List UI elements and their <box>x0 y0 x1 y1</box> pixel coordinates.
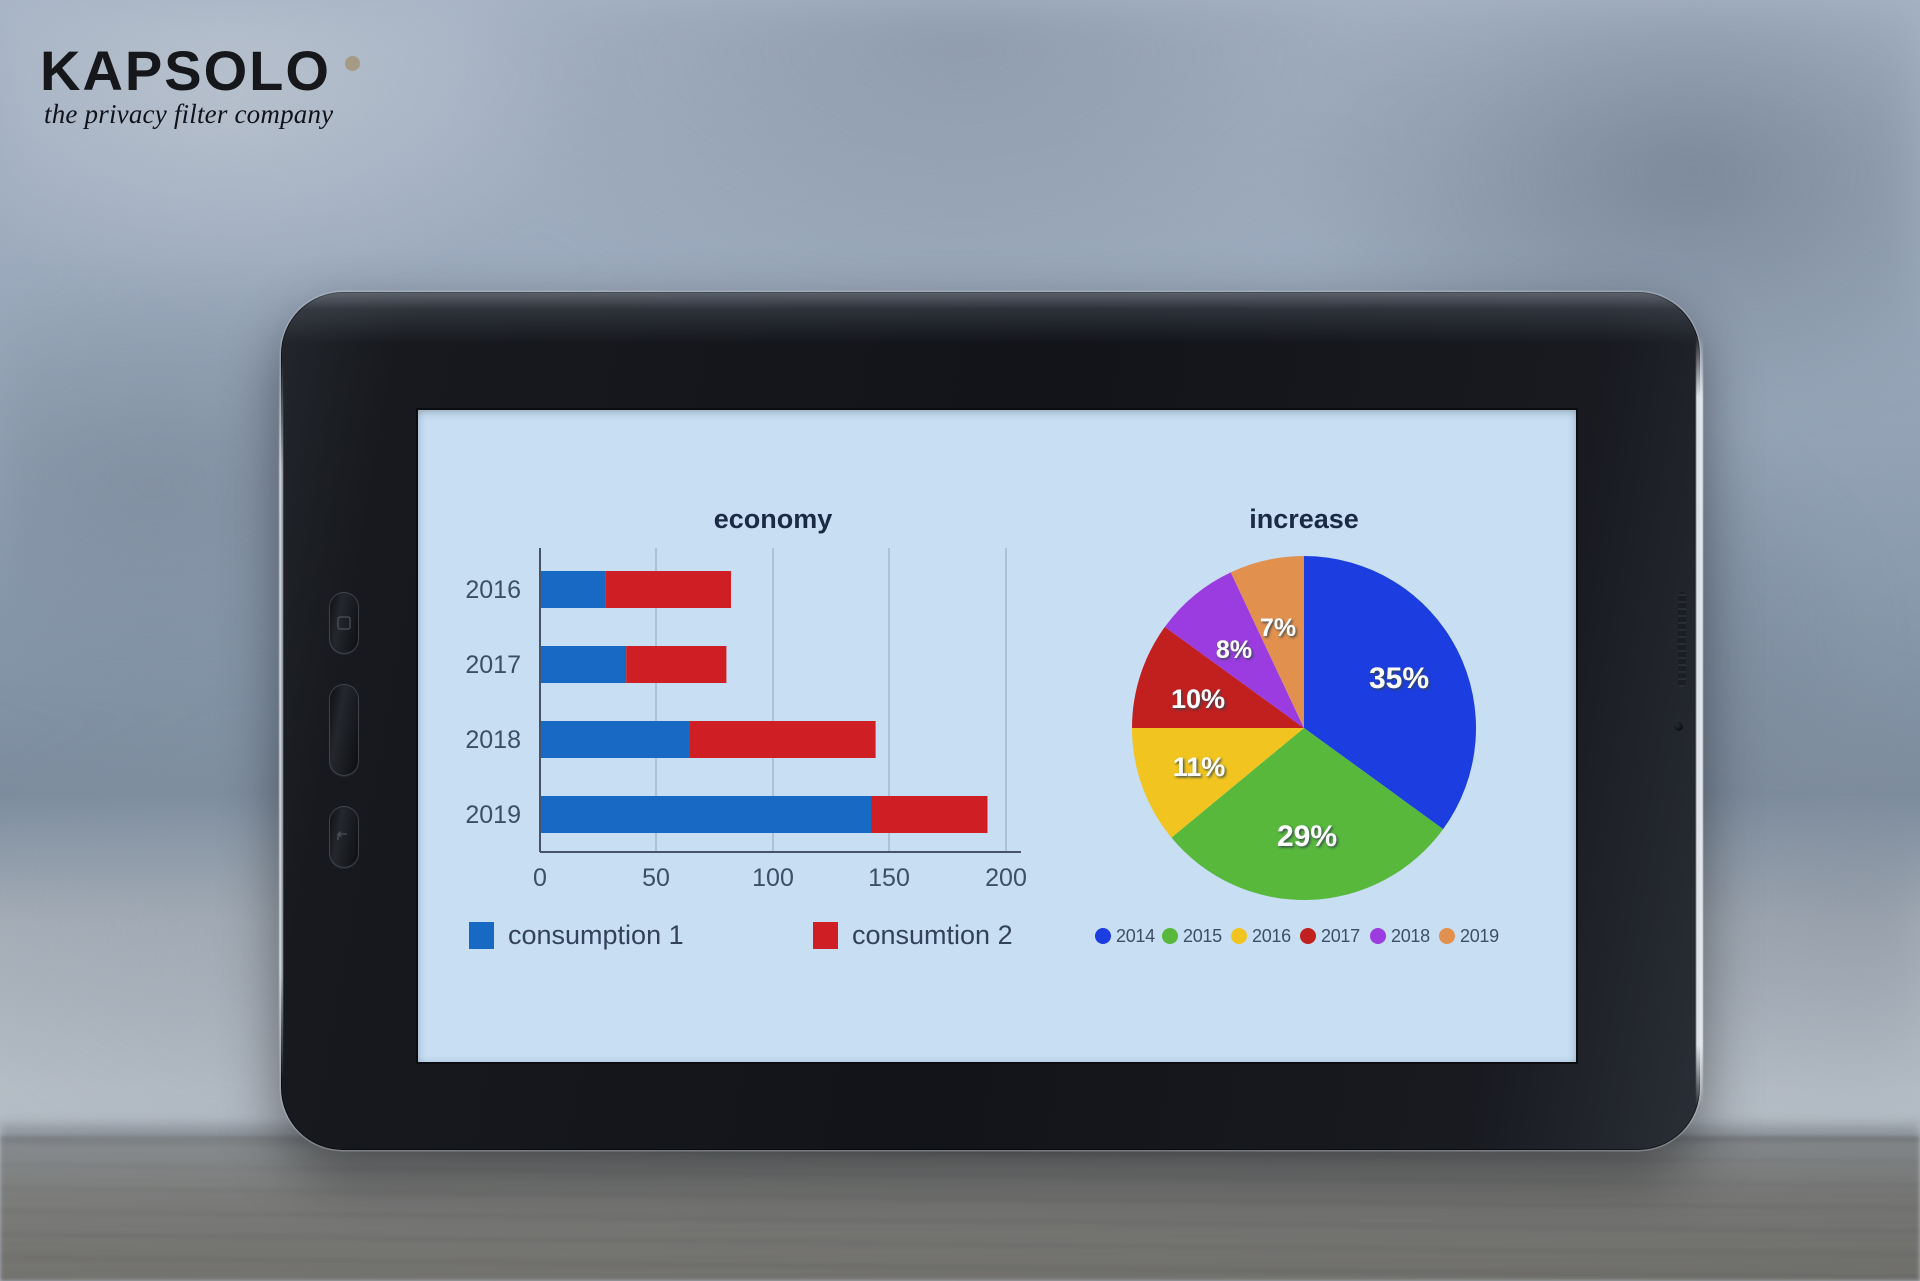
svg-text:2019: 2019 <box>465 801 521 829</box>
svg-text:2017: 2017 <box>465 651 521 679</box>
svg-text:7%: 7% <box>1260 614 1296 642</box>
svg-text:2014: 2014 <box>1116 926 1155 946</box>
svg-text:2016: 2016 <box>1252 926 1291 946</box>
svg-text:35%: 35% <box>1369 662 1429 695</box>
svg-text:economy: economy <box>714 504 833 534</box>
svg-text:10%: 10% <box>1171 684 1225 714</box>
svg-text:2015: 2015 <box>1183 926 1222 946</box>
svg-text:100: 100 <box>752 864 794 892</box>
svg-text:0: 0 <box>533 864 547 892</box>
svg-text:2017: 2017 <box>1321 926 1360 946</box>
svg-text:2018: 2018 <box>465 726 521 754</box>
svg-text:2016: 2016 <box>465 576 521 604</box>
svg-text:11%: 11% <box>1173 752 1226 782</box>
svg-text:29%: 29% <box>1277 820 1337 853</box>
svg-text:2018: 2018 <box>1391 926 1430 946</box>
svg-text:200: 200 <box>985 864 1027 892</box>
svg-text:2019: 2019 <box>1460 926 1499 946</box>
svg-text:8%: 8% <box>1216 636 1252 664</box>
svg-text:50: 50 <box>642 864 670 892</box>
svg-text:consumption 1: consumption 1 <box>508 920 684 950</box>
svg-text:150: 150 <box>868 864 910 892</box>
svg-text:consumtion 2: consumtion 2 <box>852 920 1013 950</box>
svg-text:increase: increase <box>1249 504 1359 534</box>
